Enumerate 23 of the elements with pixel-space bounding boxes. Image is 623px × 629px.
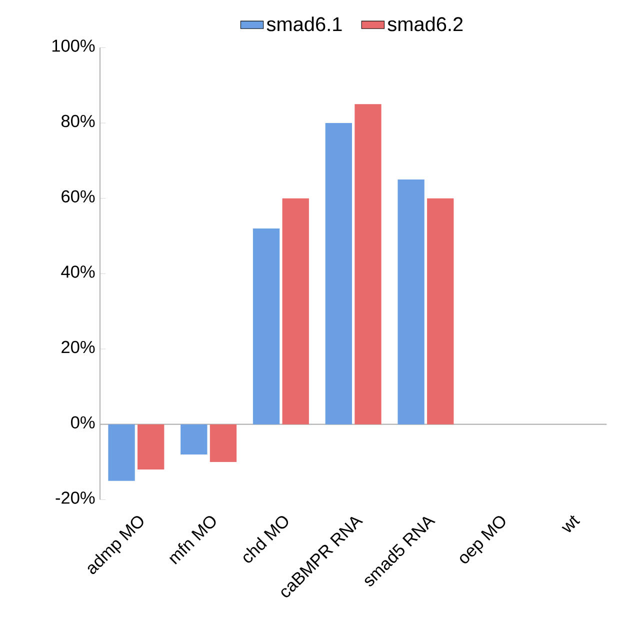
y-tick-label: 40%: [61, 266, 95, 278]
bar: [325, 122, 352, 424]
x-tick-label: wt: [562, 515, 580, 532]
bar: [138, 424, 164, 470]
x-tick-label: oep MO: [460, 516, 506, 564]
x-tick-label: chd MO: [244, 516, 288, 563]
legend-label: smad6.2: [388, 16, 463, 32]
bar: [398, 179, 424, 424]
bar: [427, 198, 454, 424]
y-tick-label: 60%: [62, 190, 95, 202]
y-tick-label: -20%: [56, 492, 95, 504]
y-tick-label: 100%: [52, 40, 95, 52]
x-tick-label: mfn MO: [169, 516, 216, 564]
bar: [210, 424, 237, 462]
y-tick-label: 20%: [62, 340, 95, 354]
bar: [282, 198, 309, 424]
bar: [354, 104, 382, 424]
y-tick-label: 80%: [61, 114, 95, 128]
bar: [180, 424, 208, 454]
legend-label: smad6.1: [266, 16, 342, 32]
bar: [108, 424, 135, 481]
y-tick-label: 0%: [71, 416, 95, 428]
bar: [252, 228, 280, 424]
